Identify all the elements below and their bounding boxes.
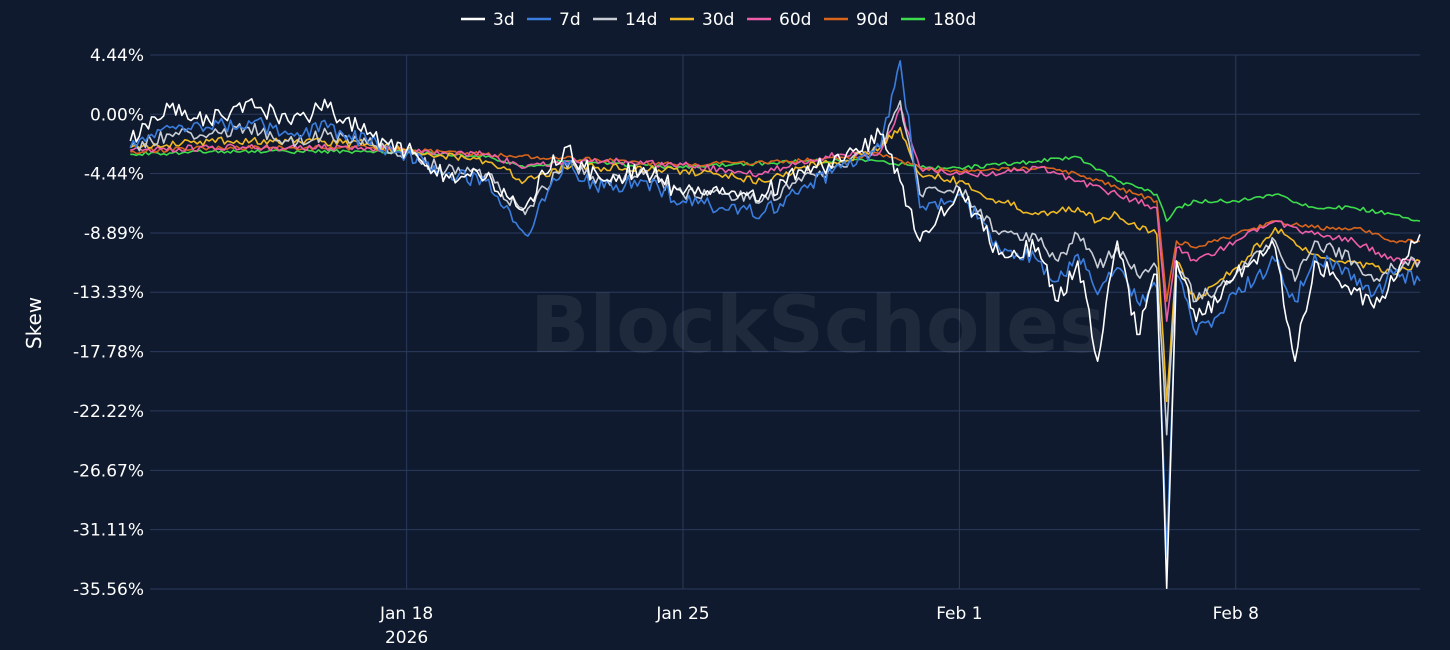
x-axis: Jan 18 2026 Jan 25 Feb 1 Feb 8	[379, 604, 1259, 648]
y-tick-label: 4.44%	[90, 46, 144, 66]
series-line-3d	[129, 98, 1421, 589]
legend-label-30d: 30d	[702, 10, 734, 30]
series-line-14d	[129, 100, 1421, 436]
series-lines	[129, 60, 1421, 589]
series-line-60d	[130, 106, 1421, 322]
y-axis: 4.44% 0.00% -4.44% -8.89% -13.33% -17.78% -22.…	[73, 46, 144, 600]
legend-label-180d: 180d	[933, 10, 976, 30]
y-tick-label: 0.00%	[90, 105, 144, 125]
x-tick-label: Feb 1	[936, 604, 982, 624]
y-tick-label: -31.11%	[73, 521, 144, 541]
x-tick-label: Jan 18	[379, 604, 433, 624]
y-tick-label: -8.89%	[84, 224, 144, 244]
series-line-180d	[130, 148, 1421, 222]
y-tick-label: -26.67%	[73, 461, 144, 481]
series-line-30d	[129, 126, 1421, 403]
legend-label-3d: 3d	[493, 10, 515, 30]
legend-label-14d: 14d	[625, 10, 657, 30]
y-axis-label: Skew	[22, 297, 46, 349]
legend-label-60d: 60d	[779, 10, 811, 30]
grid	[150, 54, 1420, 590]
y-tick-label: -13.33%	[73, 283, 144, 303]
y-tick-label: -22.22%	[73, 402, 144, 422]
y-tick-label: -35.56%	[73, 580, 144, 600]
series-line-7d	[129, 60, 1421, 556]
legend: 3d 7d 14d 30d 60d 90d 180d	[461, 10, 976, 30]
y-tick-label: -4.44%	[84, 165, 144, 185]
x-tick-label: Feb 8	[1213, 604, 1259, 624]
y-tick-label: -17.78%	[73, 343, 144, 363]
x-year-label: 2026	[385, 628, 428, 648]
legend-label-90d: 90d	[856, 10, 888, 30]
watermark-text: BlockScholes	[530, 281, 1105, 371]
x-tick-label: Jan 25	[655, 604, 709, 624]
legend-label-7d: 7d	[559, 10, 581, 30]
